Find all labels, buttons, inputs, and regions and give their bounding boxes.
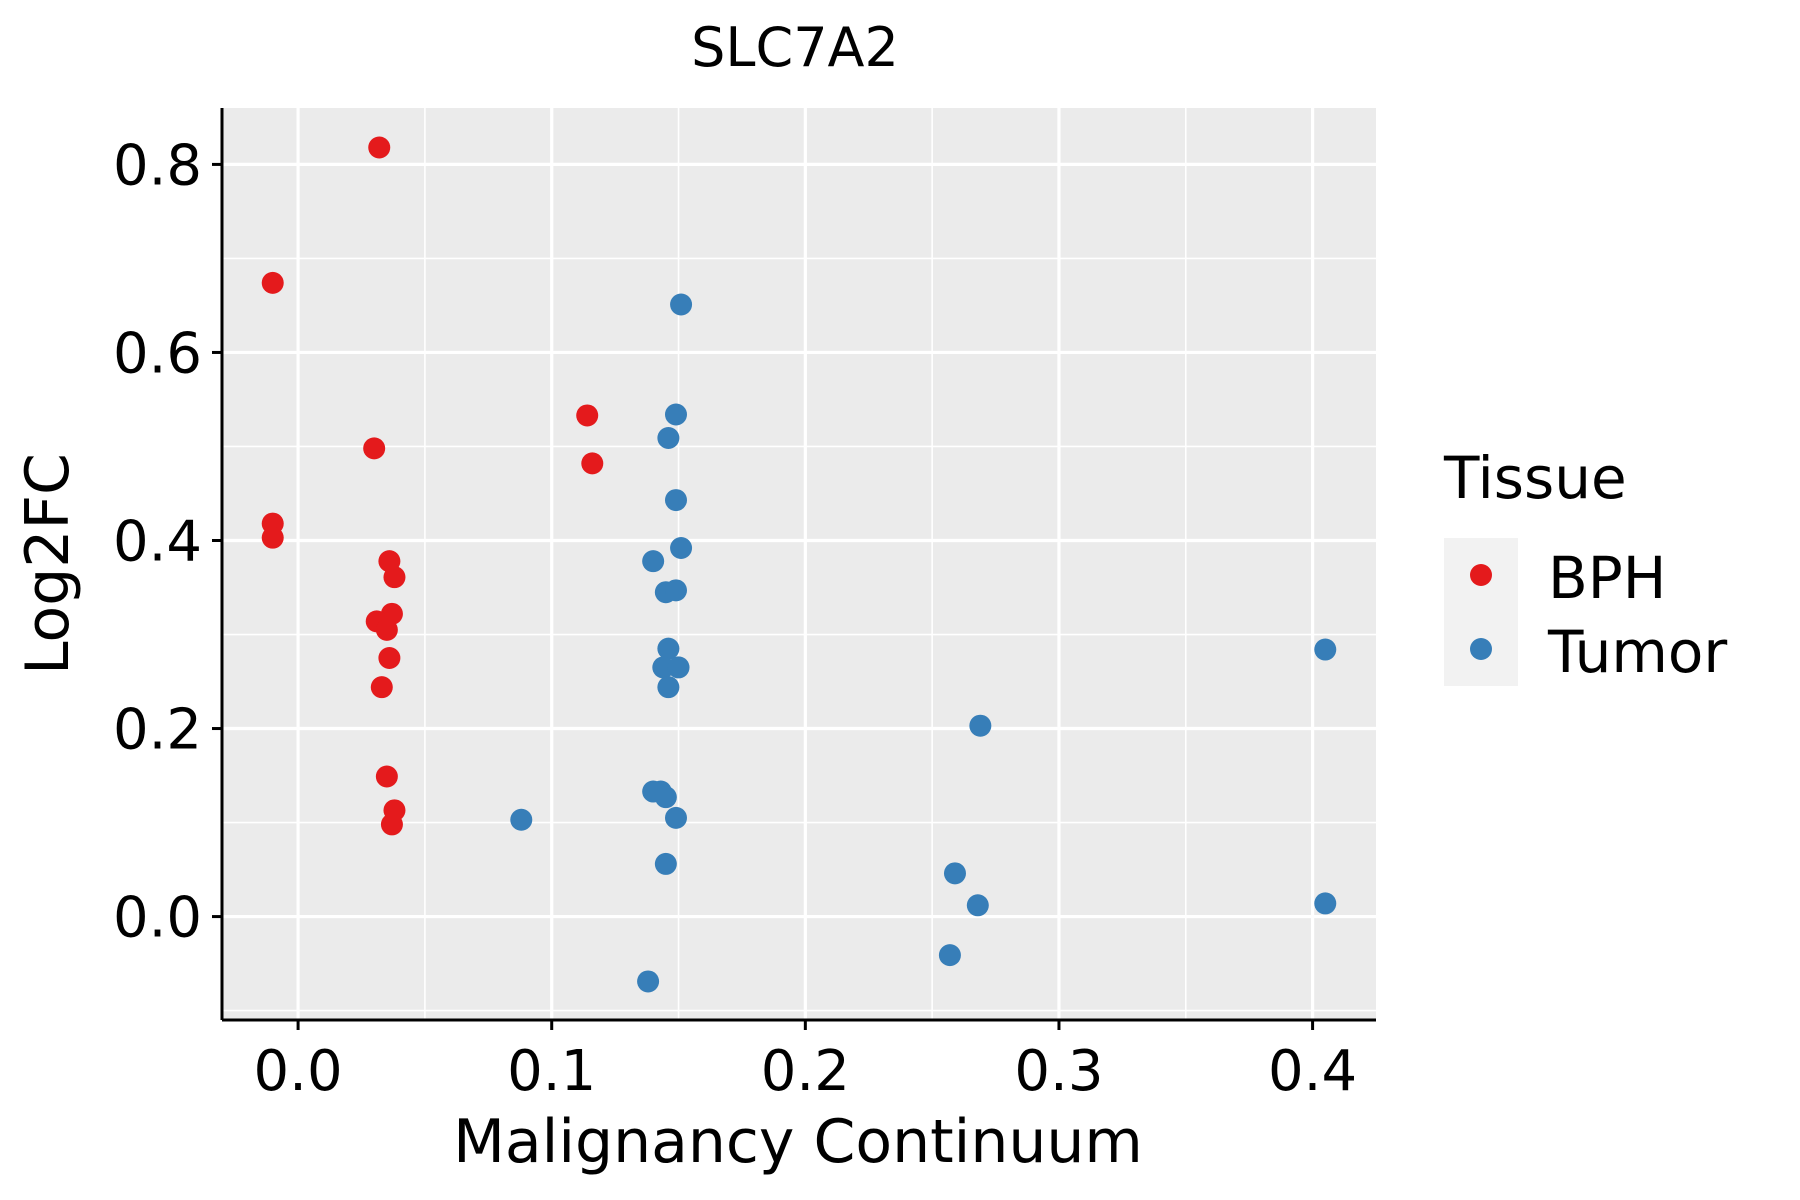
point-tumor (943, 862, 966, 885)
point-bph (363, 437, 386, 460)
point-tumor (969, 714, 992, 737)
point-bph (576, 404, 599, 427)
point-tumor (938, 944, 961, 967)
x-tick-label: 0.3 (1014, 1039, 1103, 1104)
point-tumor (637, 970, 660, 993)
point-tumor (966, 894, 989, 917)
x-axis-ticks: 0.0 0.1 0.2 0.3 0.4 (254, 1020, 1357, 1104)
data-points (261, 136, 1337, 993)
point-tumor (664, 403, 687, 426)
point-tumor (1314, 638, 1337, 661)
point-tumor (654, 786, 677, 809)
point-tumor (652, 656, 675, 679)
y-tick-label: 0.0 (113, 886, 202, 951)
x-axis-label: Malignancy Continuum (453, 1107, 1143, 1177)
point-bph (378, 647, 401, 670)
y-axis-label: Log2FC (13, 453, 83, 675)
point-tumor (670, 537, 693, 560)
point-tumor (657, 427, 680, 450)
point-tumor (642, 550, 665, 573)
point-bph (581, 452, 604, 475)
point-bph (383, 566, 406, 589)
y-axis-ticks: 0.0 0.2 0.4 0.6 0.8 (113, 133, 222, 951)
x-tick-label: 0.1 (507, 1039, 596, 1104)
legend: Tissue BPH Tumor (1443, 444, 1727, 686)
plot-panel (222, 108, 1376, 1020)
point-tumor (657, 676, 680, 699)
point-bph (261, 526, 284, 549)
x-tick-label: 0.2 (761, 1039, 850, 1104)
point-bph (375, 618, 398, 641)
point-bph (375, 765, 398, 788)
point-tumor (510, 808, 533, 831)
y-tick-label: 0.4 (113, 509, 202, 574)
legend-label-tumor: Tumor (1547, 618, 1727, 686)
minor-gridlines (222, 108, 1376, 1020)
point-bph (380, 813, 403, 836)
major-gridlines (222, 108, 1376, 1020)
point-tumor (670, 293, 693, 316)
legend-marker-tumor (1470, 638, 1492, 660)
legend-marker-bph (1470, 564, 1492, 586)
x-tick-label: 0.4 (1268, 1039, 1357, 1104)
point-tumor (657, 637, 680, 660)
point-tumor (667, 656, 690, 679)
y-tick-label: 0.6 (113, 321, 202, 386)
point-bph (261, 271, 284, 294)
point-tumor (654, 852, 677, 875)
point-bph (370, 676, 393, 699)
point-tumor (664, 579, 687, 602)
point-bph (368, 136, 391, 159)
legend-label-bph: BPH (1548, 544, 1666, 612)
y-tick-label: 0.8 (113, 133, 202, 198)
x-tick-label: 0.0 (254, 1039, 343, 1104)
y-tick-label: 0.2 (113, 698, 202, 763)
chart-title: SLC7A2 (691, 16, 899, 79)
point-tumor (1314, 892, 1337, 915)
point-tumor (664, 806, 687, 829)
legend-title: Tissue (1443, 444, 1627, 512)
point-tumor (664, 489, 687, 512)
